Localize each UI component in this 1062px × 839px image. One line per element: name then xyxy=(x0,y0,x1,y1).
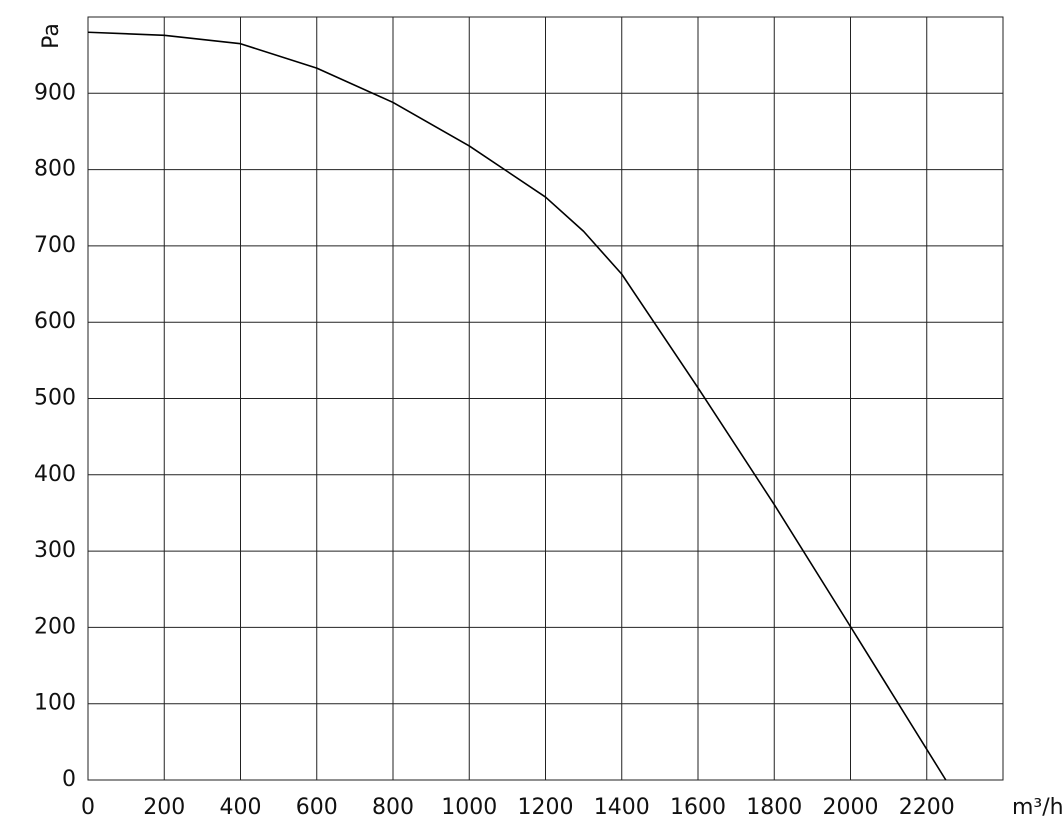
x-tick-label: 0 xyxy=(81,795,95,820)
y-tick-label: 200 xyxy=(34,614,76,639)
x-tick-label: 2000 xyxy=(823,795,879,820)
y-tick-label: 900 xyxy=(34,80,76,105)
x-tick-label: 2200 xyxy=(899,795,955,820)
y-axis-label: Pa xyxy=(39,23,64,49)
x-tick-label: 1400 xyxy=(594,795,650,820)
y-tick-label: 300 xyxy=(34,538,76,563)
x-tick-label: 400 xyxy=(220,795,262,820)
x-tick-label: 1600 xyxy=(670,795,726,820)
y-tick-label: 400 xyxy=(34,462,76,487)
x-axis-label: m³/h xyxy=(1012,795,1062,820)
y-tick-label: 500 xyxy=(34,386,76,411)
x-tick-label: 1000 xyxy=(441,795,497,820)
x-tick-label: 600 xyxy=(296,795,338,820)
x-tick-label: 1800 xyxy=(746,795,802,820)
y-tick-label: 100 xyxy=(34,691,76,716)
x-tick-label: 200 xyxy=(143,795,185,820)
y-tick-label: 600 xyxy=(34,309,76,334)
x-tick-label: 1200 xyxy=(518,795,574,820)
curve xyxy=(87,31,947,781)
y-tick-label: 800 xyxy=(34,157,76,182)
x-tick-label: 800 xyxy=(372,795,414,820)
y-tick-label: 700 xyxy=(34,233,76,258)
y-tick-label: 0 xyxy=(62,767,76,792)
